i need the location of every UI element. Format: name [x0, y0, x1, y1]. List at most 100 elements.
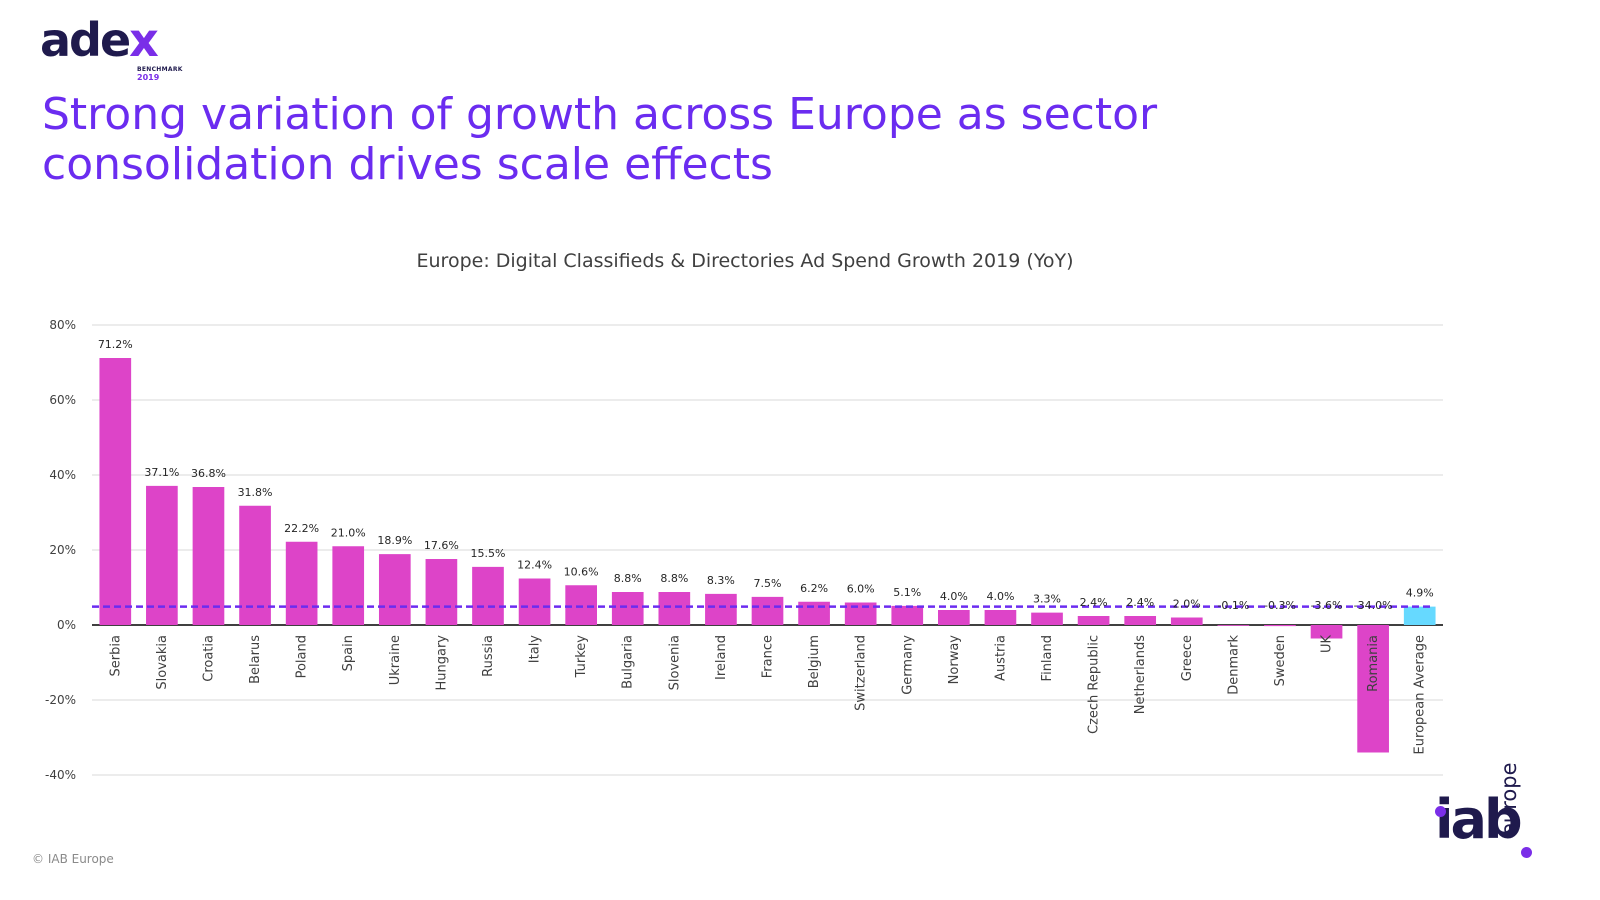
category-label: Denmark	[1226, 635, 1241, 695]
category-label: UK	[1320, 635, 1335, 654]
y-tick-label: 80%	[49, 318, 76, 332]
y-tick-label: 0%	[57, 618, 76, 632]
bar	[705, 593, 737, 625]
slide-title-line-2: consolidation drives scale effects	[42, 139, 773, 190]
category-label: Sweden	[1273, 635, 1288, 686]
bar	[1031, 612, 1063, 625]
bar	[751, 596, 784, 625]
logo-year: 2019	[137, 73, 160, 82]
category-label: Turkey	[574, 635, 589, 679]
bar	[1170, 617, 1203, 625]
category-label: European Average	[1413, 635, 1428, 754]
category-label: Poland	[295, 635, 310, 678]
category-label: Netherlands	[1133, 635, 1148, 714]
y-tick-label: -20%	[45, 693, 76, 707]
iab-dot-icon	[1435, 806, 1446, 817]
bar	[332, 546, 365, 625]
y-tick-label: -40%	[45, 768, 76, 782]
bar	[146, 485, 178, 625]
copyright-text: © IAB Europe	[32, 852, 114, 866]
category-label: Finland	[1040, 635, 1055, 681]
bar	[798, 601, 830, 625]
data-label: 6.2%	[800, 582, 828, 595]
bar	[984, 610, 1017, 625]
data-label: 3.3%	[1033, 593, 1061, 606]
category-label: Ireland	[714, 635, 729, 680]
bar	[192, 487, 225, 625]
data-label: 15.5%	[471, 547, 506, 560]
category-label: Belarus	[248, 635, 263, 684]
y-tick-label: 60%	[49, 393, 76, 407]
iab-wordmark: iab	[1435, 788, 1523, 851]
y-tick-label: 40%	[49, 468, 76, 482]
category-label: Germany	[900, 635, 915, 695]
data-label: 31.8%	[238, 486, 273, 499]
data-label: 6.0%	[847, 583, 875, 596]
data-label: -3.6%	[1311, 599, 1343, 612]
data-label: -0.1%	[1217, 599, 1249, 612]
data-label: 4.0%	[940, 590, 968, 603]
category-label: Switzerland	[854, 635, 869, 711]
category-label: Slovenia	[667, 635, 682, 690]
y-tick-label: 20%	[49, 543, 76, 557]
data-label: 8.3%	[707, 574, 735, 587]
bar	[1403, 606, 1436, 625]
category-label: Italy	[528, 635, 543, 664]
data-label: 5.1%	[893, 586, 921, 599]
bar	[1124, 616, 1157, 625]
category-label: Russia	[481, 635, 496, 677]
bar	[1264, 625, 1296, 627]
data-label: 36.8%	[191, 467, 226, 480]
data-label: 22.2%	[284, 522, 319, 535]
bar	[1217, 625, 1250, 626]
logo-benchmark: BENCHMARK	[137, 66, 183, 73]
bar	[611, 592, 644, 625]
chart-title: Europe: Digital Classifieds & Directorie…	[416, 250, 1074, 272]
data-label: 2.4%	[1080, 596, 1108, 609]
data-label: 21.0%	[331, 526, 366, 539]
bar	[938, 610, 970, 625]
category-label: Belgium	[807, 635, 822, 688]
logo-word-accent: x	[129, 13, 159, 67]
data-label: -34.0%	[1354, 599, 1393, 612]
bar	[1310, 625, 1343, 639]
bar	[285, 541, 318, 625]
adex-logo: adex BENCHMARK 2019	[40, 14, 200, 84]
adex-wordmark: adex	[40, 13, 159, 67]
data-label: 2.0%	[1173, 598, 1201, 611]
data-label: 71.2%	[98, 338, 133, 351]
iab-europe-text: europe	[1497, 762, 1521, 837]
bar	[1357, 625, 1389, 753]
data-label: 8.8%	[660, 572, 688, 585]
logo-word-main: ade	[40, 13, 131, 67]
category-label: Slovakia	[155, 635, 170, 690]
slide-title: Strong variation of growth across Europe…	[42, 90, 1342, 190]
data-label: -0.3%	[1264, 599, 1296, 612]
data-label: 4.9%	[1406, 587, 1434, 600]
data-label: 7.5%	[754, 577, 782, 590]
category-label: Ukraine	[388, 635, 403, 685]
iab-europe-logo: iab europe	[1425, 760, 1555, 870]
bar	[1077, 616, 1110, 625]
bar-chart: 80% 60% 40% 20% 0% -20% -40% 71.2% 37.1% 36.8% 31.…	[45, 318, 1443, 782]
data-label: 8.8%	[614, 572, 642, 585]
slide-title-line-1: Strong variation of growth across Europe…	[42, 89, 1158, 140]
bar	[891, 605, 924, 625]
data-label: 10.6%	[564, 565, 599, 578]
data-label: 2.4%	[1126, 596, 1154, 609]
category-label: France	[761, 635, 776, 678]
data-label: 18.9%	[377, 534, 412, 547]
category-label: Croatia	[201, 635, 216, 682]
europe-dot-icon	[1521, 847, 1532, 858]
bar	[844, 602, 877, 625]
category-label: Austria	[993, 635, 1008, 681]
category-label: Spain	[341, 635, 356, 671]
category-label: Hungary	[434, 635, 449, 691]
bar	[425, 559, 458, 625]
data-label: 4.0%	[986, 590, 1014, 603]
category-label: Czech Republic	[1087, 635, 1102, 734]
bar	[472, 566, 504, 625]
data-label: 17.6%	[424, 539, 459, 552]
category-label: Serbia	[108, 635, 123, 676]
category-label: Romania	[1366, 635, 1381, 692]
